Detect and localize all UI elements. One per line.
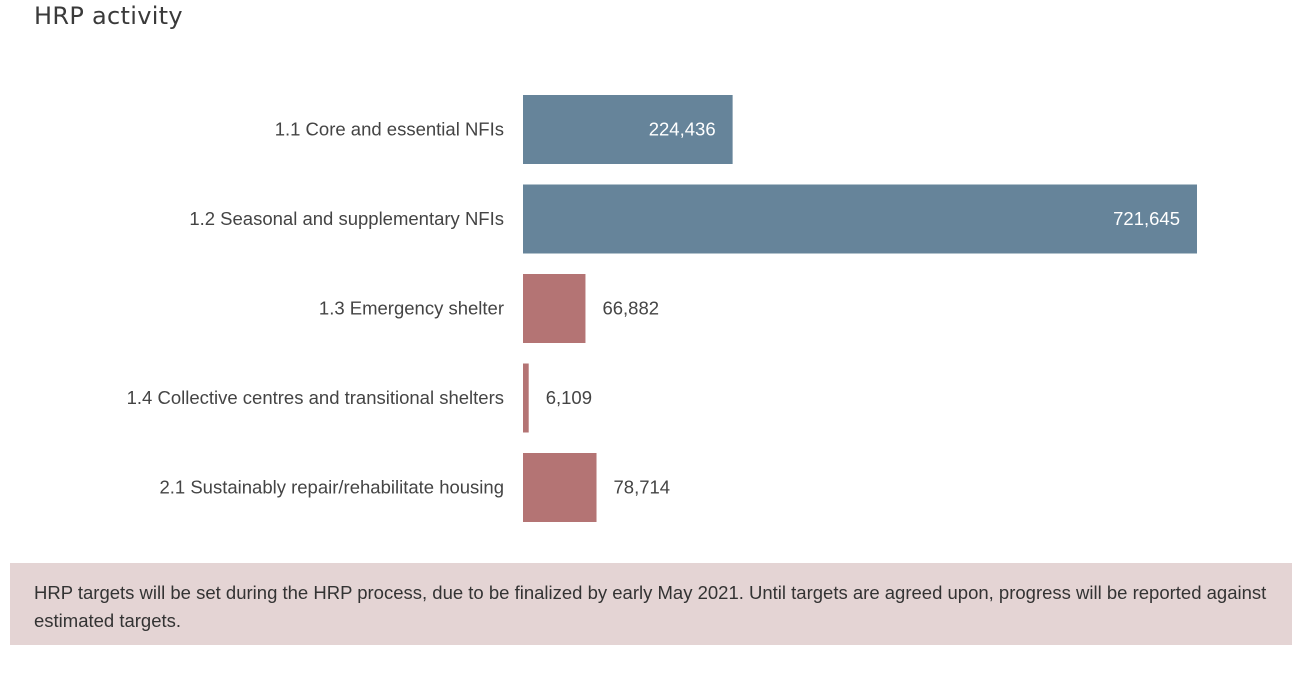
chart-title: HRP activity xyxy=(34,2,183,30)
hrp-activity-bar-chart: 1.1 Core and essential NFIs 224,436 1.2 Se… xyxy=(127,95,1197,522)
bar xyxy=(523,184,1197,254)
bar xyxy=(523,363,529,433)
value-label: 78,714 xyxy=(614,477,671,498)
value-label: 6,109 xyxy=(546,387,592,408)
category-label: 1.2 Seasonal and supplementary NFIs xyxy=(189,208,504,229)
bar xyxy=(523,95,733,164)
category-label: 1.4 Collective centres and transitional … xyxy=(127,387,504,408)
value-label: 721,645 xyxy=(1113,208,1180,229)
bar xyxy=(523,274,586,343)
value-label: 66,882 xyxy=(602,298,659,319)
category-label: 2.1 Sustainably repair/rehabilitate hous… xyxy=(159,477,504,498)
bar xyxy=(523,453,597,522)
category-label: 1.3 Emergency shelter xyxy=(319,298,504,319)
value-label: 224,436 xyxy=(649,119,716,140)
category-label: 1.1 Core and essential NFIs xyxy=(275,119,504,140)
targets-note: HRP targets will be set during the HRP p… xyxy=(10,563,1292,645)
